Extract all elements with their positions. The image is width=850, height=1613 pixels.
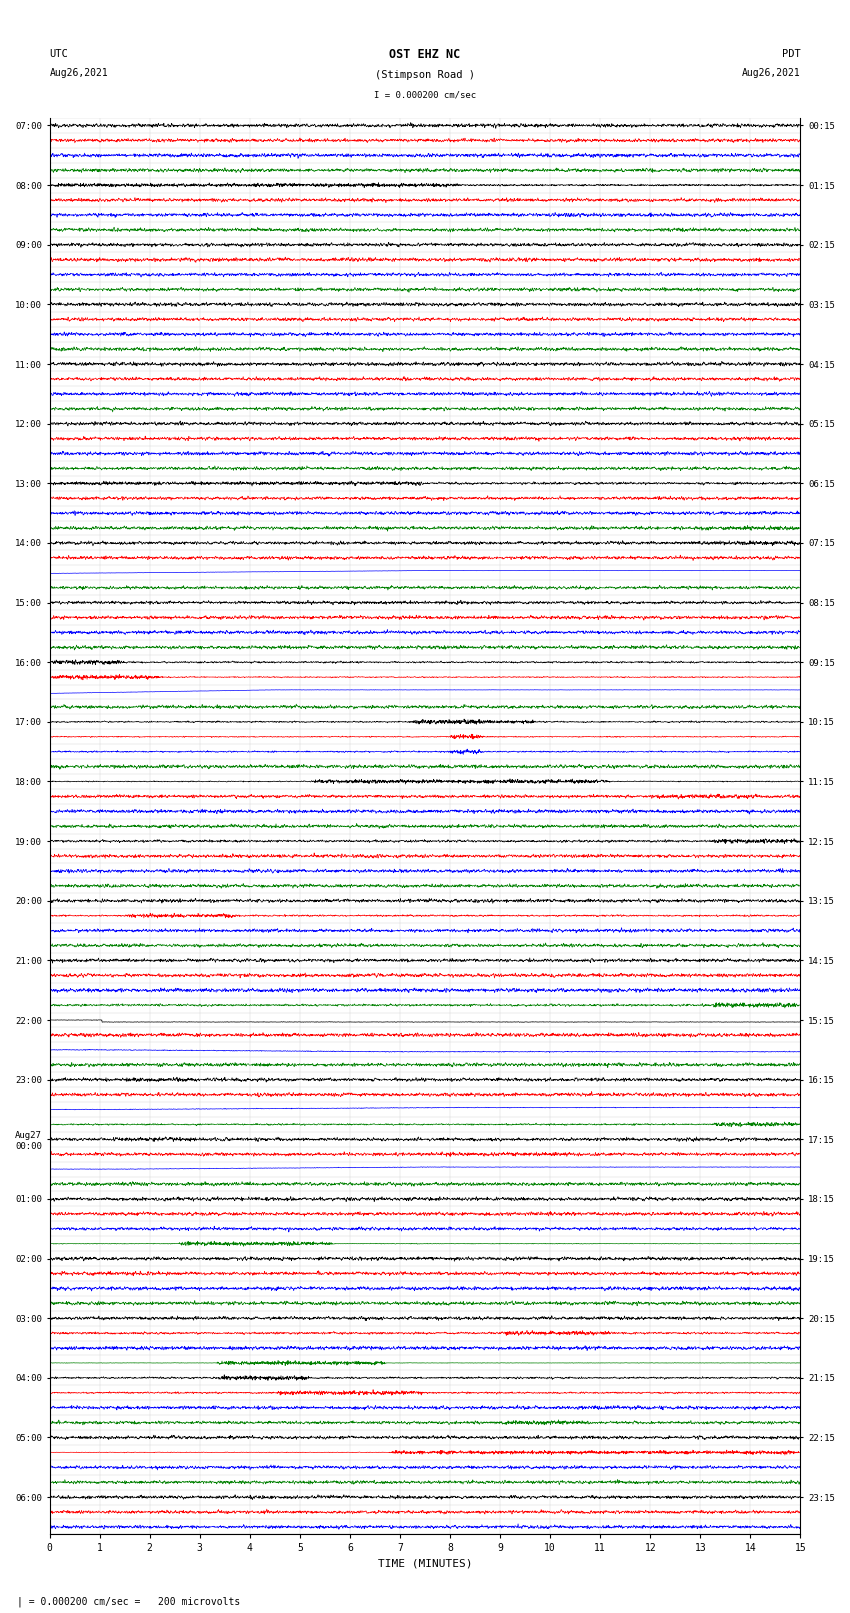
Text: Aug26,2021: Aug26,2021 (742, 68, 801, 79)
Text: PDT: PDT (782, 48, 801, 58)
Text: | = 0.000200 cm/sec =   200 microvolts: | = 0.000200 cm/sec = 200 microvolts (17, 1595, 241, 1607)
Text: UTC: UTC (49, 48, 68, 58)
Text: Aug26,2021: Aug26,2021 (49, 68, 108, 79)
Text: I = 0.000200 cm/sec: I = 0.000200 cm/sec (374, 90, 476, 100)
Text: OST EHZ NC: OST EHZ NC (389, 48, 461, 61)
X-axis label: TIME (MINUTES): TIME (MINUTES) (377, 1560, 473, 1569)
Text: (Stimpson Road ): (Stimpson Road ) (375, 69, 475, 79)
